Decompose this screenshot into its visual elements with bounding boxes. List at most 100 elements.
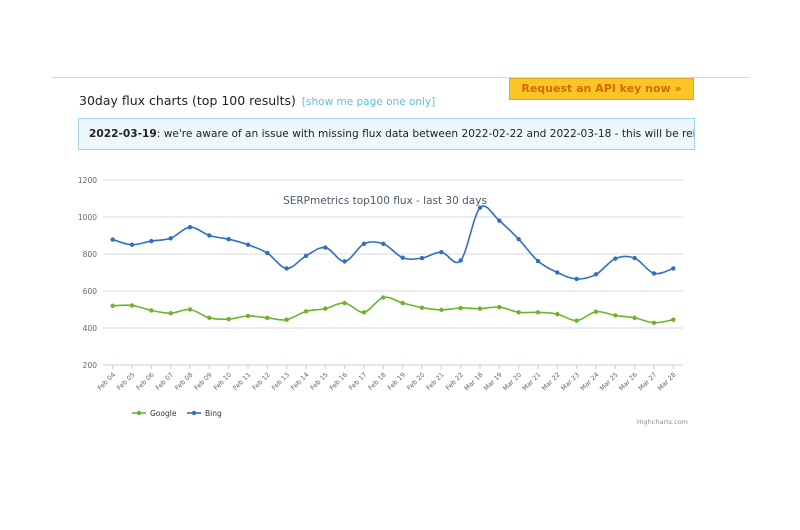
x-tick-label: Feb 11 xyxy=(231,371,252,392)
google-data-point xyxy=(555,311,560,317)
google-data-point xyxy=(671,317,676,322)
x-tick-label: Feb 20 xyxy=(405,371,426,392)
x-tick-label: Mar 26 xyxy=(617,371,639,393)
bing-data-point xyxy=(187,224,193,230)
page-heading: 30day flux charts (top 100 results) [sho… xyxy=(79,93,435,108)
bing-data-point xyxy=(361,241,367,247)
notice-date: 2022-03-19 xyxy=(89,128,157,140)
bing-data-point xyxy=(593,272,599,277)
google-data-point xyxy=(535,310,541,315)
google-data-point xyxy=(361,310,367,315)
bing-data-point xyxy=(516,237,521,242)
x-tick-label: Mar 23 xyxy=(559,371,581,393)
x-tick-label: Feb 13 xyxy=(270,371,291,392)
y-tick-label: 1000 xyxy=(78,213,97,222)
bing-data-point xyxy=(342,259,347,264)
google-data-point xyxy=(439,307,444,313)
x-tick-label: Feb 10 xyxy=(212,371,233,392)
bing-legend-marker xyxy=(191,410,197,416)
bing-data-point xyxy=(381,241,386,247)
chart-title: SERPmetrics top100 flux - last 30 days xyxy=(283,195,487,207)
google-data-point xyxy=(419,305,425,310)
x-tick-label: Feb 07 xyxy=(154,371,175,392)
heading-title: 30day flux charts (top 100 results) xyxy=(79,93,296,108)
bing-data-point xyxy=(458,258,463,263)
bing-data-point xyxy=(535,258,541,264)
google-data-point xyxy=(651,320,657,326)
google-series-line xyxy=(112,296,674,324)
google-legend-label[interactable]: Google xyxy=(150,409,177,418)
x-tick-label: Feb 19 xyxy=(386,371,407,392)
x-tick-label: Feb 06 xyxy=(135,371,156,392)
google-data-point xyxy=(613,313,618,318)
google-data-point xyxy=(187,307,193,312)
google-data-point xyxy=(593,309,599,314)
y-tick-label: 400 xyxy=(83,324,98,333)
bing-data-point xyxy=(207,233,212,238)
x-tick-label: Mar 25 xyxy=(598,371,620,393)
bing-legend-label[interactable]: Bing xyxy=(205,409,222,418)
x-tick-label: Feb 12 xyxy=(251,371,272,392)
google-data-point xyxy=(574,318,579,323)
bing-data-point xyxy=(632,255,637,261)
x-tick-label: Feb 16 xyxy=(328,371,349,392)
x-tick-label: Feb 17 xyxy=(347,371,368,392)
request-api-key-button[interactable]: Request an API key now » xyxy=(509,78,694,100)
bing-data-point xyxy=(265,250,270,256)
bing-data-point xyxy=(284,266,289,271)
bing-data-point xyxy=(226,237,231,242)
google-data-point xyxy=(284,317,289,322)
google-legend-marker xyxy=(136,410,142,416)
bing-data-point xyxy=(651,271,657,276)
google-data-point xyxy=(265,315,270,321)
google-data-point xyxy=(110,303,115,308)
x-tick-label: Feb 18 xyxy=(367,371,388,392)
google-data-point xyxy=(245,313,251,319)
bing-data-point xyxy=(439,249,444,255)
x-tick-label: Mar 20 xyxy=(501,371,523,393)
bing-data-point xyxy=(149,238,154,244)
bing-data-point xyxy=(400,255,405,260)
y-tick-label: 600 xyxy=(83,287,98,296)
x-tick-label: Feb 08 xyxy=(173,371,194,392)
x-tick-label: Feb 21 xyxy=(425,371,446,392)
bing-data-point xyxy=(555,270,560,275)
google-data-point xyxy=(323,306,328,311)
google-data-point xyxy=(458,305,463,311)
x-tick-label: Feb 14 xyxy=(289,371,310,392)
bing-data-point xyxy=(110,237,115,242)
x-tick-label: Mar 24 xyxy=(579,371,601,393)
notice-text: : we're aware of an issue with missing f… xyxy=(156,128,694,140)
google-data-point xyxy=(129,303,135,308)
bing-data-point xyxy=(168,236,173,241)
highcharts-credit[interactable]: Highcharts.com xyxy=(637,418,688,426)
google-data-point xyxy=(497,304,502,310)
show-page-one-link[interactable]: [show me page one only] xyxy=(301,96,436,108)
bing-data-point xyxy=(574,276,579,282)
x-tick-label: Mar 18 xyxy=(463,371,485,393)
x-tick-label: Feb 09 xyxy=(193,371,214,392)
google-data-point xyxy=(303,309,309,314)
google-data-point xyxy=(149,308,154,313)
bing-data-point xyxy=(245,242,251,247)
x-tick-label: Feb 04 xyxy=(96,371,117,392)
x-tick-label: Mar 28 xyxy=(656,371,678,393)
google-data-point xyxy=(477,306,483,311)
top-divider xyxy=(52,77,750,78)
x-tick-label: Mar 22 xyxy=(540,371,562,393)
y-tick-label: 200 xyxy=(83,361,98,370)
x-tick-label: Feb 22 xyxy=(444,371,465,392)
y-tick-label: 1200 xyxy=(78,176,97,185)
google-data-point xyxy=(342,300,347,306)
google-data-point xyxy=(381,295,386,300)
google-data-point xyxy=(400,300,405,306)
bing-data-point xyxy=(303,253,309,259)
google-data-point xyxy=(632,315,637,321)
bing-data-point xyxy=(129,242,135,247)
x-tick-label: Feb 15 xyxy=(309,371,330,392)
bing-data-point xyxy=(419,255,425,261)
x-tick-label: Mar 21 xyxy=(521,371,543,393)
google-data-point xyxy=(207,315,212,321)
notice-box: 2022-03-19: we're aware of an issue with… xyxy=(78,118,695,150)
